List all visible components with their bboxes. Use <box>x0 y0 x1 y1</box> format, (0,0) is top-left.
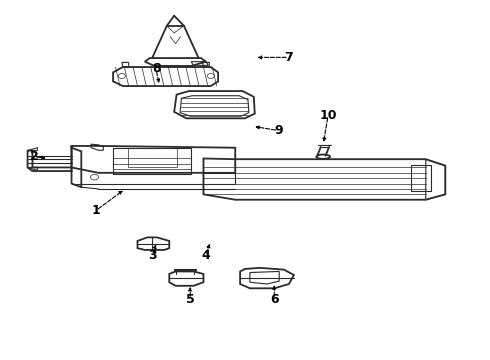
Text: 3: 3 <box>148 249 156 262</box>
Text: 2: 2 <box>29 150 38 163</box>
Text: 10: 10 <box>319 109 337 122</box>
Text: 1: 1 <box>92 204 100 217</box>
Text: 9: 9 <box>274 124 283 137</box>
Text: 6: 6 <box>270 293 279 306</box>
Text: 4: 4 <box>201 249 210 262</box>
Text: 5: 5 <box>186 293 195 306</box>
Text: 7: 7 <box>285 51 294 64</box>
Text: 8: 8 <box>152 62 160 75</box>
